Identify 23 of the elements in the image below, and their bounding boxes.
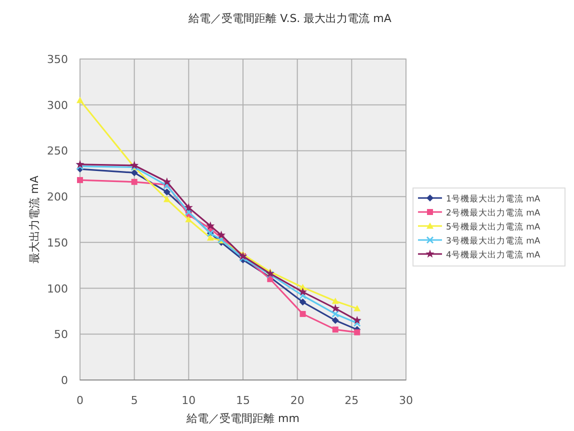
legend-label: 1号機最大出力電流 mA [446, 194, 540, 204]
y-tick-label: 150 [47, 236, 68, 250]
legend-label: 4号機最大出力電流 mA [446, 250, 540, 260]
legend-label: 5号機最大出力電流 mA [446, 222, 540, 232]
x-tick-label: 15 [236, 394, 250, 407]
y-tick-label: 0 [61, 374, 68, 387]
x-tick-label: 0 [76, 394, 84, 407]
x-tick-label: 20 [290, 394, 304, 407]
x-axis-title: 給電／受電間距離 mm [186, 412, 300, 425]
y-tick-label: 250 [47, 144, 68, 158]
y-tick-label: 100 [47, 282, 68, 296]
y-axis-title: 最大出力電流 mA [28, 175, 41, 264]
chart-title: 給電／受電間距離 V.S. 最大出力電流 mA [188, 12, 392, 25]
x-tick-label: 5 [130, 394, 138, 407]
legend-label: 3号機最大出力電流 mA [446, 236, 540, 246]
y-tick-label: 350 [47, 53, 68, 66]
y-tick-label: 50 [54, 328, 68, 342]
y-tick-label: 200 [47, 190, 68, 204]
legend-label: 2号機最大出力電流 mA [446, 208, 540, 218]
x-tick-label: 30 [399, 394, 413, 407]
x-tick-label: 25 [344, 394, 359, 407]
y-tick-label: 300 [47, 98, 68, 112]
x-tick-label: 10 [182, 394, 196, 407]
